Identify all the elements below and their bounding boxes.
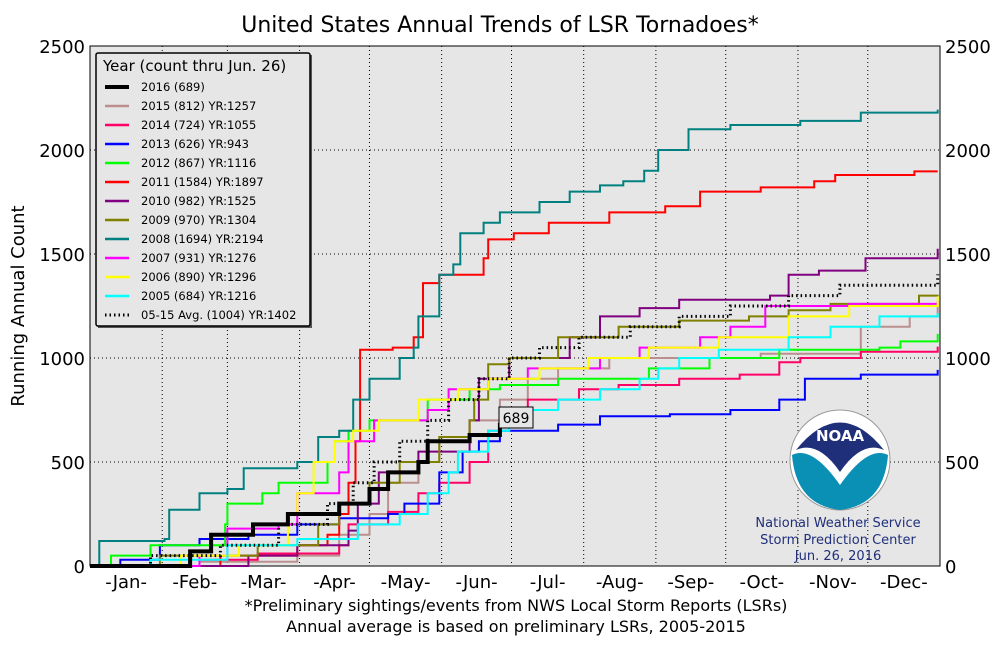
legend-entry: 2016 (689) bbox=[141, 80, 205, 94]
x-tick-label: -May- bbox=[381, 572, 431, 593]
y-tick-label-right: 500 bbox=[945, 453, 979, 474]
legend-entry: 2008 (1694) YR:2194 bbox=[141, 232, 264, 246]
y-tick-label-right: 2000 bbox=[945, 141, 991, 162]
y-tick-label-left: 0 bbox=[74, 557, 85, 578]
legend-entry: 2005 (684) YR:1216 bbox=[141, 289, 256, 303]
x-tick-label: -Apr- bbox=[313, 572, 356, 593]
legend-box bbox=[95, 52, 311, 327]
series-line-2016 bbox=[90, 422, 502, 568]
noaa-logo: NOAA bbox=[789, 409, 891, 511]
y-tick-label-right: 1500 bbox=[945, 245, 991, 266]
legend-title: Year (count thru Jun. 26) bbox=[102, 57, 286, 75]
x-tick-label: -Jul- bbox=[530, 572, 566, 593]
credit-date: Jun. 26, 2016 bbox=[794, 549, 881, 564]
y-axis-label: Running Annual Count bbox=[8, 205, 29, 406]
y-tick-label-left: 500 bbox=[51, 453, 85, 474]
x-tick-label: -Jun- bbox=[456, 572, 498, 593]
chart-title: United States Annual Trends of LSR Torna… bbox=[241, 13, 758, 38]
x-tick-label: -Jan- bbox=[105, 572, 147, 593]
y-tick-label-left: 1500 bbox=[39, 245, 85, 266]
x-tick-label: -Mar- bbox=[241, 572, 287, 593]
x-tick-label: -Feb- bbox=[172, 572, 217, 593]
legend-entry: 2012 (867) YR:1116 bbox=[141, 156, 256, 170]
x-tick-label: -Aug- bbox=[596, 572, 644, 593]
legend-entry: 2007 (931) YR:1276 bbox=[141, 251, 256, 265]
x-tick-label: -Dec- bbox=[880, 572, 928, 593]
y-tick-label-left: 2500 bbox=[39, 37, 85, 58]
x-tick-label: -Oct- bbox=[740, 572, 785, 593]
series-lines bbox=[90, 109, 940, 568]
legend: Year (count thru Jun. 26) 2016 (689) 2015 … bbox=[95, 52, 312, 328]
series-line-2008 bbox=[90, 109, 939, 567]
credit-nws: National Weather Service bbox=[755, 516, 920, 531]
y-tick-label-right: 1000 bbox=[945, 349, 991, 370]
series-line-2009 bbox=[90, 294, 939, 567]
y-tick-label-right: 2500 bbox=[945, 37, 991, 58]
footnote-1: *Preliminary sightings/events from NWS L… bbox=[245, 596, 788, 615]
series-line-05-15 bbox=[90, 274, 940, 568]
y-tick-label-right: 0 bbox=[945, 557, 956, 578]
legend-entry: 2009 (970) YR:1304 bbox=[141, 213, 256, 227]
y-tick-label-left: 1000 bbox=[39, 349, 85, 370]
legend-entry: 05-15 Avg. (1004) YR:1402 bbox=[141, 308, 296, 322]
legend-entry: 2015 (812) YR:1257 bbox=[141, 99, 256, 113]
legend-entry: 2013 (626) YR:943 bbox=[141, 137, 249, 151]
credit-spc: Storm Prediction Center bbox=[760, 533, 916, 548]
y-tick-label-left: 2000 bbox=[39, 141, 85, 162]
x-tick-label: -Nov- bbox=[809, 572, 857, 593]
legend-entry: 2006 (890) YR:1296 bbox=[141, 270, 256, 284]
current-count-label: 689 bbox=[498, 406, 534, 429]
footnote-2: Annual average is based on preliminary L… bbox=[286, 617, 746, 636]
axes: 0 0 500 500 1000 1000 1500 1500 2000 2000 2500 2500… bbox=[39, 37, 991, 593]
legend-entry: 2011 (1584) YR:1897 bbox=[141, 175, 264, 189]
series-line-2012 bbox=[90, 333, 939, 567]
logo-text: NOAA bbox=[816, 427, 865, 445]
current-count-text: 689 bbox=[503, 411, 530, 427]
x-tick-label: -Sep- bbox=[667, 572, 714, 593]
legend-entry: 2010 (982) YR:1525 bbox=[141, 194, 256, 208]
legend-entry: 2014 (724) YR:1055 bbox=[141, 118, 256, 132]
